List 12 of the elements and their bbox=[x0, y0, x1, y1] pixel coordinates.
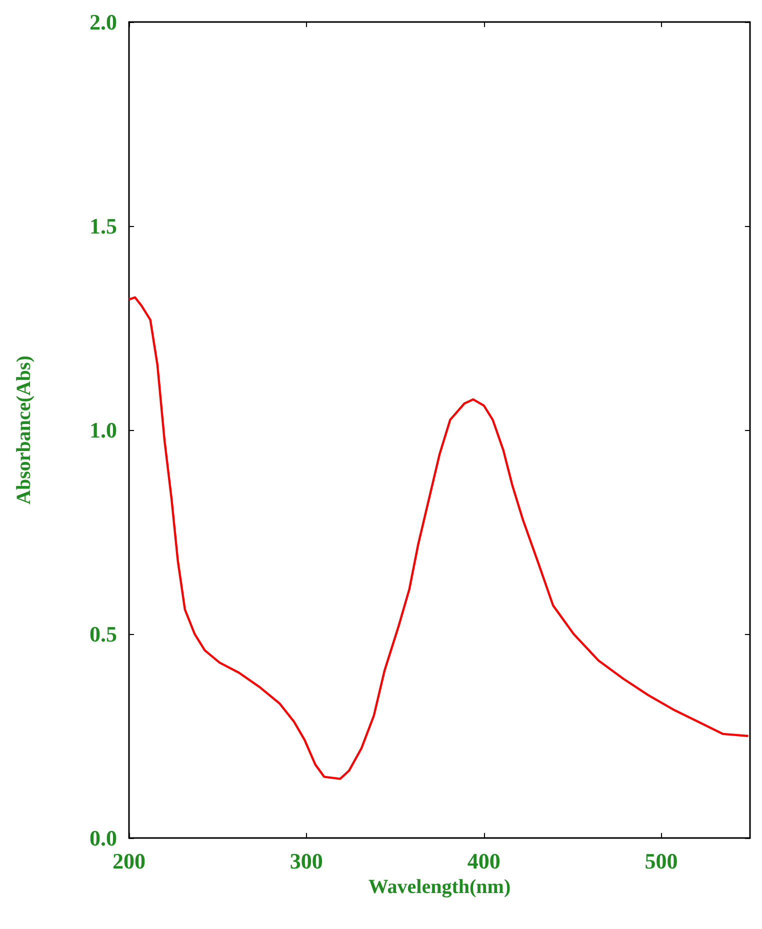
x-tick-label: 500 bbox=[644, 848, 678, 874]
y-tick-label: 0.0 bbox=[90, 826, 117, 850]
x-tick-label: 400 bbox=[467, 848, 500, 874]
x-tick-label: 200 bbox=[112, 848, 146, 874]
y-tick-label: 1.0 bbox=[90, 418, 117, 442]
y-axis-title: Absorbance(Abs) bbox=[13, 356, 35, 504]
line-series bbox=[128, 296, 750, 780]
x-axis-title: Wavelength(nm) bbox=[368, 876, 511, 898]
y-tick-label: 1.5 bbox=[90, 214, 117, 238]
y-tick-label: 0.5 bbox=[90, 622, 117, 646]
x-tick-label: 300 bbox=[290, 848, 323, 874]
y-tick-label: 2.0 bbox=[90, 10, 117, 34]
